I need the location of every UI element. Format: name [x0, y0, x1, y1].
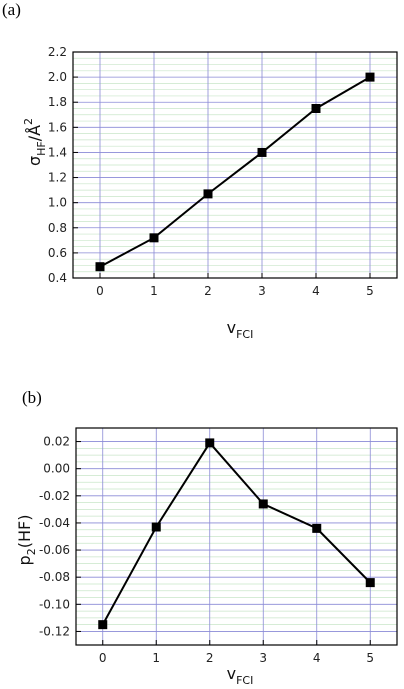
chart-b-x-tick-label: 4 [313, 651, 321, 665]
chart-a-y-tick-label: 1.4 [48, 145, 67, 159]
chart-b-y-tick-label: -0.08 [39, 570, 70, 584]
chart-b-y-tick-label: -0.12 [39, 624, 70, 638]
chart-b-data-point [151, 522, 161, 532]
chart-a-data-point [257, 147, 267, 157]
chart-b-y-tick-label: 0.00 [43, 462, 70, 476]
chart-b-data-point [312, 523, 322, 533]
chart-b-y-axis-title: p2(HF) [15, 515, 38, 566]
chart-a-y-tick-label: 1.8 [48, 95, 67, 109]
chart-a-y-tick-label: 0.8 [48, 221, 67, 235]
chart-b-x-tick-label: 3 [259, 651, 267, 665]
chart-a-y-tick-label: 2.2 [48, 45, 67, 59]
chart-b-data-point [205, 438, 215, 448]
chart-a-x-tick-label: 5 [366, 284, 374, 298]
chart-a-data-point [203, 189, 213, 199]
chart-a-y-label-sup: 2 [22, 118, 35, 125]
chart-b-y-tick-label: -0.04 [39, 516, 70, 530]
chart-a-x-tick-label: 2 [204, 284, 212, 298]
panel-a-label: (a) [2, 0, 21, 19]
chart-a-x-tick-label: 3 [258, 284, 266, 298]
chart-b-x-tick-label: 2 [206, 651, 214, 665]
chart-b-y-tick-label: -0.10 [39, 597, 70, 611]
chart-a-plot-frame [72, 51, 398, 279]
chart-b-x-label-main: v [227, 664, 236, 683]
chart-b-y-tick-label: -0.06 [39, 543, 70, 557]
chart-a-y-tick-label: 0.6 [48, 246, 67, 260]
chart-a-data-point [149, 233, 159, 243]
chart-a-y-tick-label: 1.6 [48, 120, 67, 134]
chart-a-y-tick-label: 1.0 [48, 196, 67, 210]
chart-b-y-label-main: p [15, 555, 34, 565]
chart-b-x-tick-label: 5 [366, 651, 374, 665]
chart-b: (b) -0.12 -0.10 -0.08 -0.06 -0.04 -0.02 0.00 0.… [15, 388, 398, 687]
chart-b-y-tick-label: -0.02 [39, 489, 70, 503]
chart-a-data-point [365, 72, 375, 82]
chart-b-y-label-sub: 2 [25, 548, 38, 555]
chart-a-x-axis-title: vFCI [227, 318, 254, 341]
chart-a-data-point [311, 104, 321, 113]
chart-a-y-label-main: σ [25, 156, 44, 166]
chart-a-y-tick-label: 1.2 [48, 171, 67, 185]
chart-b-plot-frame [75, 427, 398, 646]
chart-a-y-label-tail: /Å [25, 125, 44, 141]
chart-b-data-point [258, 499, 268, 509]
chart-a-x-label-main: v [227, 318, 236, 337]
chart-a-x-tick-label: 4 [312, 284, 320, 298]
chart-a-y-tick-label: 2.0 [48, 70, 67, 84]
chart-a-data-point [95, 262, 105, 272]
chart-b-y-tick-label: 0.02 [43, 435, 70, 449]
chart-b-x-tick-label: 1 [152, 651, 160, 665]
chart-a-x-label-sub: FCI [236, 328, 253, 341]
chart-b-x-axis-title: vFCI [227, 664, 254, 687]
chart-b-data-point [98, 620, 108, 630]
chart-a: (a) 0.4 0.6 0.8 1.0 1.2 1.4 1.6 1.8 2.0 2.2 0 1 2 3 4 5… [2, 0, 398, 341]
chart-a-y-axis-title: σHF/Å2 [22, 118, 48, 166]
chart-b-x-label-sub: FCI [236, 674, 253, 687]
chart-b-data-point [365, 578, 375, 588]
chart-a-series-line [99, 76, 371, 268]
chart-a-y-tick-label: 0.4 [48, 271, 67, 285]
panel-b-label: (b) [22, 388, 42, 407]
chart-a-y-label-sub: HF [35, 141, 48, 156]
chart-b-y-label-tail: (HF) [15, 515, 34, 549]
chart-a-x-tick-label: 0 [96, 284, 104, 298]
chart-a-x-tick-label: 1 [150, 284, 158, 298]
chart-b-x-tick-label: 0 [99, 651, 107, 665]
chart-b-series-line [101, 441, 371, 626]
